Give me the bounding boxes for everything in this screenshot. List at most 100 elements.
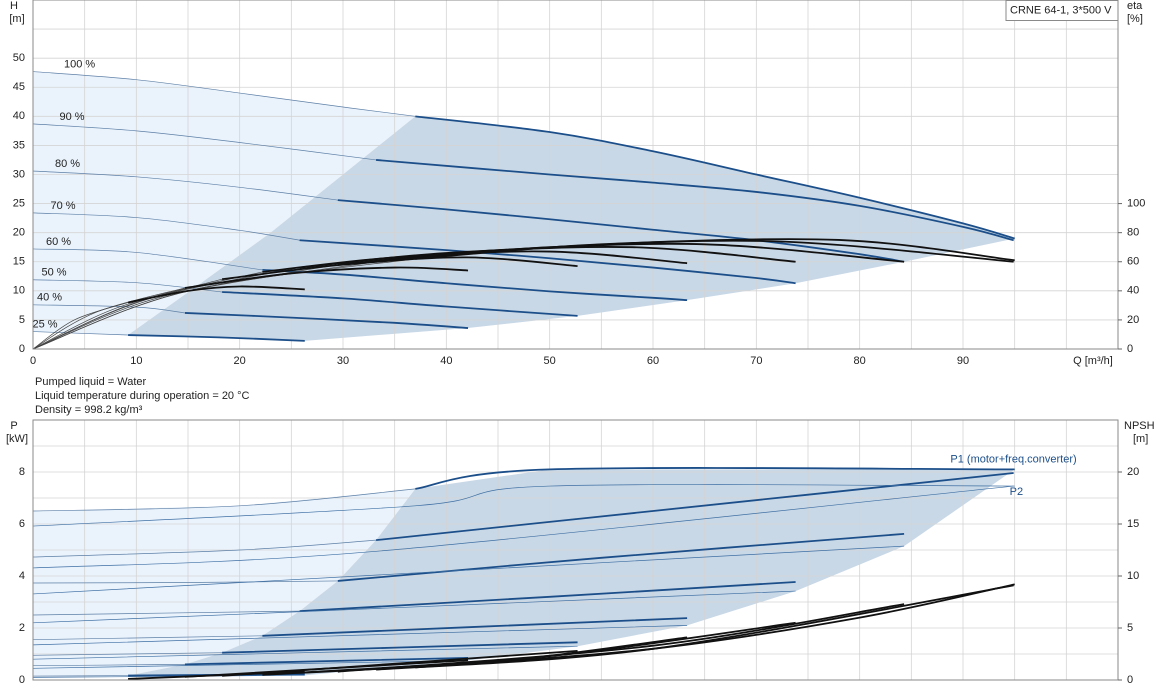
curve (32, 488, 416, 512)
curve (32, 248, 263, 271)
note: Liquid temperature during operation = 20… (35, 390, 250, 402)
y2-tick-label: 100 (1127, 197, 1145, 209)
efficiency-curve (32, 287, 185, 350)
curve-label: P2 (1010, 486, 1023, 498)
curve (299, 239, 796, 285)
curve-label: 60 % (46, 236, 71, 248)
curve (32, 545, 905, 595)
plot-frame (32, 419, 1119, 681)
y2-tick-label: 15 (1127, 518, 1139, 530)
y2-axis-unit: [m] (1133, 433, 1148, 445)
y2-tick-label: 10 (1127, 570, 1139, 582)
x-tick-label: 40 (440, 355, 452, 367)
y-tick-label: 35 (13, 139, 25, 151)
y-tick-label: 0 (19, 674, 25, 686)
curve (415, 467, 1015, 490)
efficiency-curve (262, 636, 688, 676)
y-axis-label: H (10, 0, 18, 12)
curve (415, 115, 1015, 240)
x-tick-label: 70 (750, 355, 762, 367)
x-tick-label: 30 (337, 355, 349, 367)
y-tick-label: 30 (13, 168, 25, 180)
curve (32, 635, 263, 641)
efficiency-curve (184, 266, 469, 289)
x-tick-label: 80 (854, 355, 866, 367)
curve (337, 199, 905, 263)
y2-tick-label: 80 (1127, 227, 1139, 239)
curve-label: 50 % (42, 267, 67, 279)
title-box (1005, 0, 1119, 21)
efficiency-curve (32, 264, 338, 350)
curve (128, 334, 305, 342)
y-tick-label: 0 (19, 343, 25, 355)
curve-label: 80 % (55, 158, 80, 170)
note: Density = 998.2 kg/m³ (35, 404, 143, 416)
operating-area (128, 116, 1015, 341)
curve (222, 641, 578, 654)
curve (32, 625, 688, 646)
curve (32, 212, 300, 241)
curve-label: 40 % (37, 292, 62, 304)
y-tick-label: 4 (19, 570, 25, 582)
x-tick-label: 20 (234, 355, 246, 367)
x-tick-label: 10 (130, 355, 142, 367)
y2-tick-label: 60 (1127, 256, 1139, 268)
y-tick-label: 8 (19, 466, 25, 478)
operating-area (128, 469, 1015, 676)
efficiency-curve (415, 238, 1015, 262)
curve (32, 645, 578, 660)
y-axis-unit: [m] (9, 13, 24, 25)
curve (184, 312, 469, 329)
y-tick-label: 40 (13, 110, 25, 122)
curve (262, 617, 688, 637)
y-tick-label: 5 (19, 314, 25, 326)
y-tick-label: 45 (13, 81, 25, 93)
curve (32, 610, 300, 616)
curve (32, 580, 338, 584)
curve (184, 657, 469, 666)
curve (32, 652, 223, 656)
y-tick-label: 2 (19, 622, 25, 634)
y-tick-label: 6 (19, 518, 25, 530)
curve (337, 532, 905, 582)
y2-tick-label: 5 (1127, 622, 1133, 634)
y2-tick-label: 20 (1127, 314, 1139, 326)
efficiency-curve (127, 285, 305, 304)
curve (32, 539, 377, 558)
curve-label: 90 % (60, 111, 85, 123)
y2-axis-unit: [%] (1127, 13, 1143, 25)
curve-label: P1 (motor+freq.converter) (950, 453, 1076, 465)
x-axis-label: Q [m³/h] (1073, 355, 1113, 367)
curve (32, 484, 1015, 527)
y-tick-label: 15 (13, 256, 25, 268)
curve-label: 70 % (51, 200, 76, 212)
y-axis-unit: [kW] (6, 433, 28, 445)
x-tick-label: 0 (30, 355, 36, 367)
y-tick-label: 20 (13, 227, 25, 239)
y2-axis-label: eta (1127, 0, 1143, 12)
curve (32, 674, 305, 678)
curve (262, 268, 688, 302)
curve (299, 581, 796, 612)
curve (32, 675, 129, 677)
curve (32, 71, 416, 117)
curve (32, 664, 185, 667)
x-tick-label: 50 (544, 355, 556, 367)
y2-axis-label: NPSH (1124, 420, 1155, 432)
y2-tick-label: 40 (1127, 285, 1139, 297)
note: Pumped liquid = Water (35, 376, 147, 388)
curve-label: 100 % (64, 58, 95, 70)
plot-frame (32, 0, 1119, 350)
chart-title: CRNE 64-1, 3*500 V (1010, 4, 1112, 16)
y2-tick-label: 20 (1127, 466, 1139, 478)
y-tick-label: 50 (13, 52, 25, 64)
curve (32, 485, 1014, 569)
curve (32, 331, 129, 336)
curve (375, 159, 1014, 242)
efficiency-curve (128, 670, 305, 680)
y-axis-label: P (10, 420, 17, 432)
curve (32, 304, 185, 314)
x-tick-label: 60 (647, 355, 659, 367)
